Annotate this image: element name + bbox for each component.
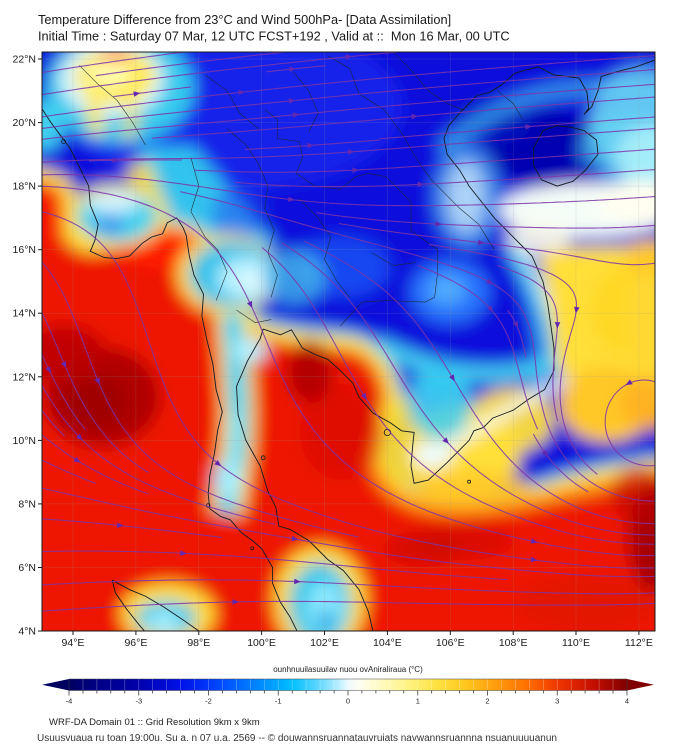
svg-text:6°N: 6°N [18, 562, 36, 574]
svg-text:Usuusvuaua ru toan 19:00u. Su: Usuusvuaua ru toan 19:00u. Su a. n 07 u.… [37, 733, 557, 744]
svg-text:2: 2 [485, 697, 489, 706]
svg-text:4°N: 4°N [18, 626, 36, 638]
svg-text:Temperature Difference from 23: Temperature Difference from 23°C and Win… [38, 12, 451, 27]
svg-text:8°N: 8°N [18, 498, 36, 510]
svg-text:-1: -1 [275, 697, 282, 706]
svg-text:10°N: 10°N [13, 435, 36, 447]
svg-text:110°E: 110°E [562, 637, 590, 649]
svg-text:96°E: 96°E [124, 637, 147, 649]
svg-text:94°E: 94°E [62, 637, 85, 649]
svg-text:20°N: 20°N [13, 117, 36, 129]
svg-text:18°N: 18°N [13, 181, 36, 193]
svg-text:3: 3 [555, 697, 559, 706]
svg-text:1: 1 [416, 697, 420, 706]
svg-text:Initial Time : Saturday 07 Mar: Initial Time : Saturday 07 Mar, 12 UTC F… [38, 29, 510, 44]
svg-text:14°N: 14°N [13, 308, 36, 320]
svg-text:106°E: 106°E [436, 637, 465, 649]
svg-text:0: 0 [346, 697, 350, 706]
svg-text:108°E: 108°E [499, 637, 528, 649]
svg-text:102°E: 102°E [310, 637, 339, 649]
svg-text:16°N: 16°N [13, 244, 36, 256]
svg-text:112°E: 112°E [625, 637, 653, 649]
svg-text:ounhnuuilasuuilav nuou ovAnira: ounhnuuilasuuilav nuou ovAniraliraua (°C… [273, 665, 423, 674]
svg-text:4: 4 [625, 697, 629, 706]
svg-text:98°E: 98°E [187, 637, 210, 649]
svg-text:WRF-DA Domain 01 :: Grid Resol: WRF-DA Domain 01 :: Grid Resolution 9km … [49, 717, 260, 728]
svg-text:-2: -2 [205, 697, 212, 706]
svg-text:-4: -4 [66, 697, 73, 706]
svg-text:104°E: 104°E [373, 637, 402, 649]
svg-text:100°E: 100°E [247, 637, 276, 649]
svg-text:22°N: 22°N [13, 54, 36, 66]
svg-text:-3: -3 [135, 697, 142, 706]
svg-text:12°N: 12°N [13, 371, 36, 383]
